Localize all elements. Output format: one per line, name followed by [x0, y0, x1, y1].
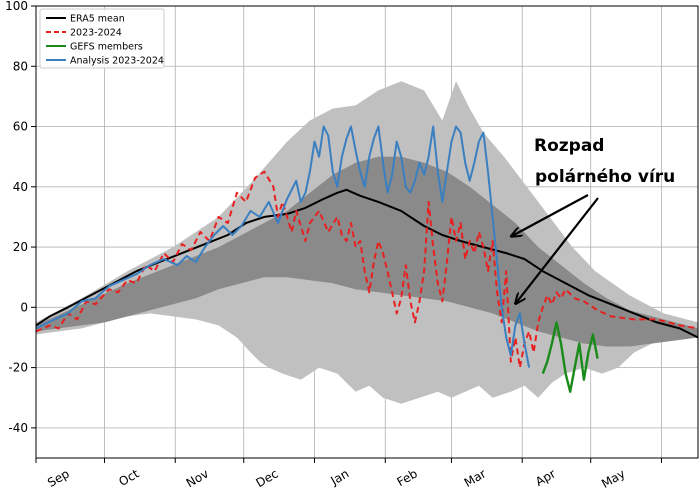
legend-box [39, 8, 165, 69]
x-tick-label: Sep [45, 466, 72, 489]
x-tick-label: Feb [394, 466, 419, 489]
series-line-gefs_members [541, 321, 599, 393]
y-tick-label: -40 [8, 421, 28, 435]
x-tick-label: Apr [533, 466, 558, 489]
annotation-line-2: polárného víru [535, 167, 675, 187]
y-tick-label: 60 [13, 120, 28, 134]
band-inner_band [36, 156, 698, 347]
series-lines [36, 125, 698, 393]
legend: ERA5 mean 2023-2024 GEFS members Analysis 2… [39, 8, 165, 69]
annotation-arrow-1 [512, 194, 589, 236]
x-tick-label: May [599, 466, 627, 491]
spread-bands [36, 81, 698, 404]
annotation-line-1: Rozpad [534, 136, 604, 156]
legend-label-analysis_2023_2024: Analysis 2023-2024 [70, 56, 164, 67]
x-tick-label: Jan [327, 466, 351, 488]
x-tick-label: Nov [184, 466, 211, 490]
x-tick-label: Dec [253, 466, 280, 490]
y-tick-label: 20 [13, 240, 28, 254]
plot-frame [35, 5, 699, 459]
y-tick-label: 100 [5, 0, 28, 13]
y-tick-label: 80 [13, 59, 28, 73]
y-axis: -40 -20 0 20 40 60 80 100 [5, 0, 36, 435]
y-tick-label: -20 [8, 361, 28, 375]
legend-label-era5_mean: ERA5 mean [70, 14, 125, 25]
annotation: Rozpad polárného víru [512, 136, 675, 303]
legend-label-gefs_members: GEFS members [70, 42, 143, 53]
y-tick-label: 0 [20, 300, 28, 314]
annotation-arrow-2 [516, 197, 599, 303]
series-line-analysis_2023_2024 [36, 125, 531, 368]
series-line-season_2023_2024 [36, 170, 698, 369]
y-tick-label: 40 [13, 180, 28, 194]
legend-label-season_2023_2024: 2023-2024 [70, 28, 122, 39]
x-tick-label: Mar [462, 466, 489, 489]
x-tick-label: Oct [116, 466, 141, 489]
x-axis: Sep Oct Nov Dec Jan Feb Mar Apr May [35, 458, 662, 491]
